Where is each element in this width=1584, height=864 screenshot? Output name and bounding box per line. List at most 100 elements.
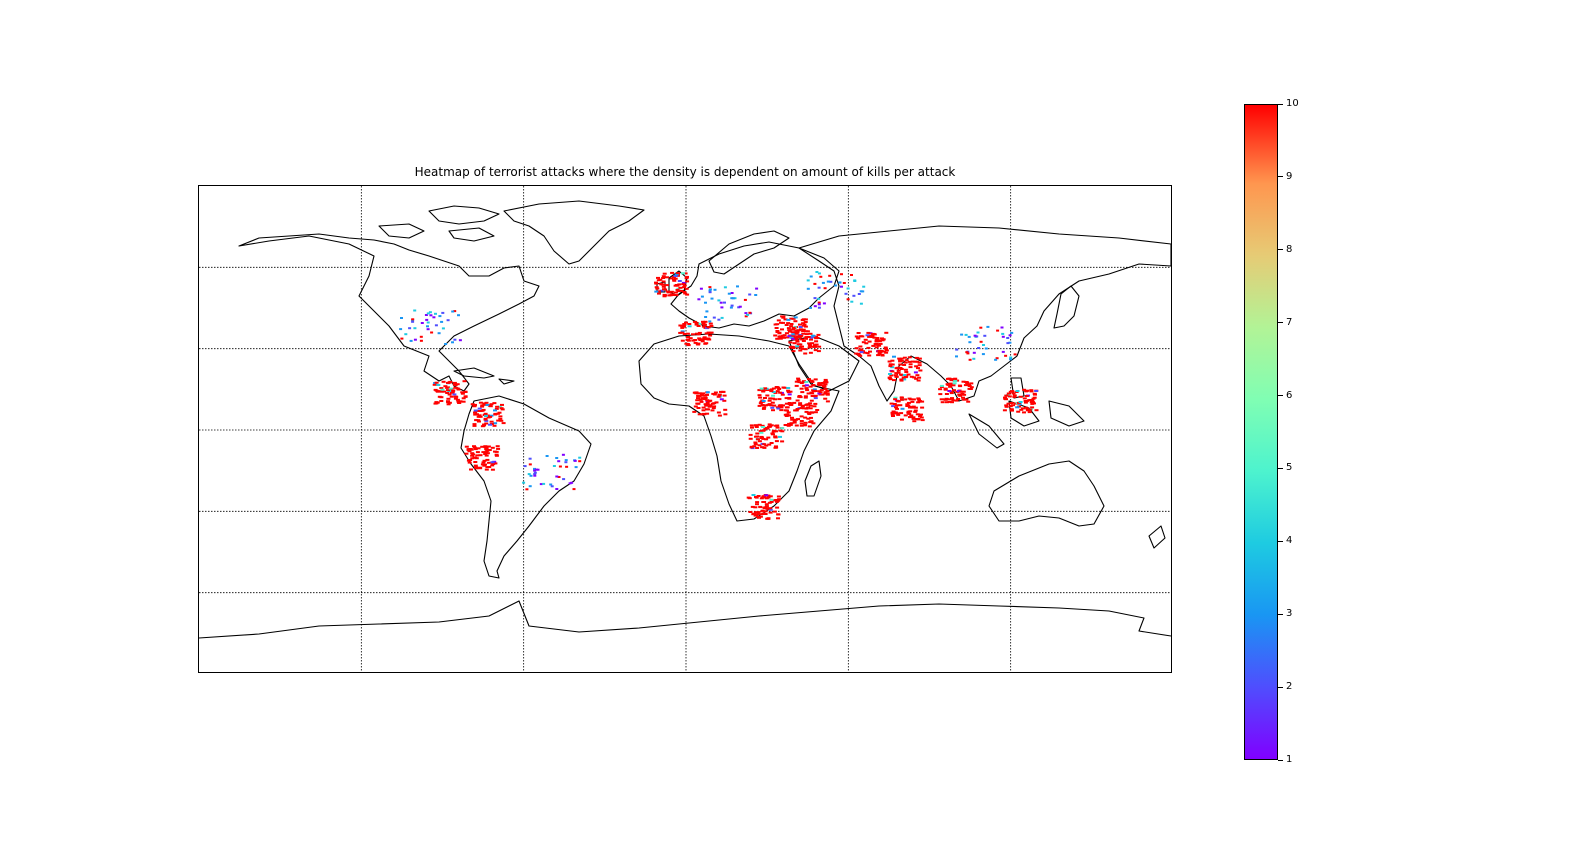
heat-cell: [687, 325, 692, 328]
heat-cell: [763, 510, 768, 513]
heat-cell: [783, 413, 788, 416]
heat-cell: [457, 402, 462, 404]
heat-cell: [716, 411, 721, 414]
heat-cell: [800, 338, 805, 341]
heat-cell: [473, 448, 478, 451]
heat-cell: [678, 286, 683, 289]
heat-cell: [771, 394, 775, 397]
heat-cell: [896, 371, 901, 374]
heat-cell: [868, 350, 872, 353]
heat-cell: [472, 423, 477, 426]
heat-cell: [654, 282, 659, 285]
heat-cell: [812, 388, 817, 391]
heat-cell: [754, 294, 758, 296]
heat-cell: [496, 447, 501, 450]
heat-cell: [744, 315, 748, 318]
heat-cell: [656, 276, 660, 279]
heat-cell: [448, 380, 453, 383]
heat-cell: [654, 286, 659, 289]
heat-cell: [890, 366, 895, 369]
heat-cell: [792, 401, 797, 404]
heat-cell: [661, 277, 666, 279]
heat-cell: [878, 342, 883, 345]
heat-cell: [685, 339, 690, 341]
heat-cell: [484, 414, 488, 417]
heat-cell: [942, 398, 947, 401]
heat-cell: [893, 398, 898, 401]
heat-cell: [529, 474, 533, 477]
heat-cell: [695, 342, 700, 345]
heat-cell: [801, 340, 806, 342]
heat-cell: [817, 301, 821, 304]
heat-cell: [473, 456, 478, 459]
heat-cell: [480, 463, 485, 466]
heat-cell: [677, 280, 682, 282]
heat-cell: [682, 291, 687, 293]
heat-cell: [419, 339, 423, 342]
heat-cell: [955, 355, 958, 358]
heat-cell: [710, 297, 714, 300]
heat-cell: [448, 387, 453, 390]
heat-cell: [961, 396, 965, 399]
heat-cell: [760, 446, 765, 449]
heat-cell: [461, 397, 466, 400]
heat-cell: [669, 277, 674, 280]
heat-cell: [455, 387, 460, 390]
heat-cell: [473, 409, 478, 412]
heat-cell: [807, 425, 812, 428]
heat-cell: [455, 398, 460, 401]
heat-cell: [798, 349, 803, 352]
heat-cell: [778, 429, 783, 432]
heat-cell: [528, 463, 532, 466]
heat-cell: [762, 446, 767, 449]
heat-cell: [873, 343, 878, 346]
heat-cell: [764, 497, 769, 500]
heat-cell: [748, 433, 753, 436]
heat-cell: [834, 284, 838, 287]
heat-cell: [665, 276, 669, 279]
heat-cell: [763, 387, 768, 390]
heat-cell: [808, 385, 813, 388]
heat-cell: [799, 424, 804, 427]
heat-cell: [915, 418, 920, 420]
heat-cell: [786, 389, 791, 392]
heat-cell: [452, 393, 457, 396]
heat-cell: [802, 323, 807, 326]
heat-cell: [913, 406, 918, 409]
heat-cell: [710, 402, 715, 405]
heat-cell: [796, 329, 801, 332]
heat-cell: [777, 398, 782, 401]
heat-cell: [472, 446, 477, 449]
heat-cell: [949, 379, 954, 382]
heat-cell: [809, 391, 814, 394]
heat-cell: [840, 285, 843, 288]
heat-cell: [700, 340, 705, 343]
heat-cell: [887, 377, 892, 379]
heat-cell: [432, 383, 437, 386]
heat-cell: [752, 512, 756, 515]
heat-cell: [779, 406, 784, 409]
heat-cell: [1022, 397, 1027, 400]
heat-cell: [857, 293, 861, 295]
heat-cell: [786, 318, 791, 321]
heat-cell: [950, 397, 954, 400]
heat-cell: [662, 288, 666, 291]
heat-cell: [874, 346, 879, 349]
heat-cell: [752, 445, 757, 448]
heat-cell: [705, 412, 710, 415]
heat-cell: [757, 404, 762, 407]
heat-cell: [790, 416, 794, 419]
heat-cell: [825, 400, 830, 403]
heat-cell: [784, 332, 789, 335]
heat-cell: [819, 275, 823, 278]
colorbar: [1244, 104, 1278, 760]
heat-cell: [795, 340, 800, 343]
heat-cell: [895, 407, 899, 410]
heat-cell: [805, 330, 810, 333]
heat-cell: [791, 328, 796, 331]
heat-cell: [471, 453, 476, 456]
heat-cell: [478, 401, 483, 404]
heat-cell: [719, 301, 723, 304]
heat-cell: [894, 406, 898, 409]
heat-cell: [787, 393, 792, 396]
